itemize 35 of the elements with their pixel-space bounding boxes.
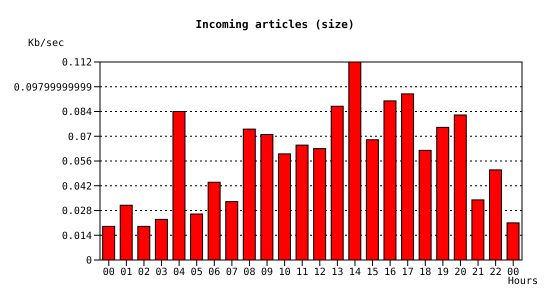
x-tick-label: 22: [490, 267, 502, 278]
y-tick-label: 0.084: [62, 107, 92, 118]
x-tick-label: 13: [331, 267, 344, 278]
y-tick-label: 0.112: [62, 58, 92, 69]
y-tick-label: 0.028: [62, 206, 92, 218]
x-tick-label: 00: [102, 267, 115, 278]
x-tick-label: 01: [120, 267, 132, 278]
y-tick-label: 0.014: [62, 230, 92, 242]
x-tick-label: 10: [278, 267, 291, 278]
x-tick-label: 07: [226, 267, 238, 278]
y-tick-label: 0.09799999999: [14, 82, 92, 94]
x-tick-label: 12: [314, 267, 326, 278]
x-tick-label: 19: [436, 267, 449, 278]
x-tick-label: 17: [402, 267, 414, 278]
x-tick-label: 05: [190, 267, 203, 278]
chart-title: Incoming articles (size): [194, 18, 356, 31]
x-tick-label: 11: [296, 267, 308, 278]
x-tick-label: 09: [261, 267, 274, 278]
x-tick-label: 20: [454, 267, 466, 278]
y-axis-title: Kb/sec: [28, 38, 64, 49]
y-tick-label: 0.07: [68, 132, 92, 143]
x-tick-label: 06: [208, 267, 220, 278]
x-axis-title: Hours: [508, 276, 538, 287]
x-tick-label: 08: [243, 267, 256, 278]
y-tick-label: 0.042: [62, 181, 92, 192]
y-tick-label: 0.056: [62, 156, 92, 168]
x-tick-label: 18: [419, 267, 432, 278]
x-tick-label: 21: [472, 267, 484, 278]
x-tick-label: 14: [348, 267, 361, 278]
x-tick-label: 02: [138, 267, 150, 278]
y-tick-label: 0: [86, 256, 92, 267]
x-tick-label: 03: [156, 267, 168, 278]
x-tick-label: 04: [173, 267, 186, 278]
x-tick-label: 15: [366, 267, 379, 278]
x-tick-label: 16: [384, 267, 396, 278]
